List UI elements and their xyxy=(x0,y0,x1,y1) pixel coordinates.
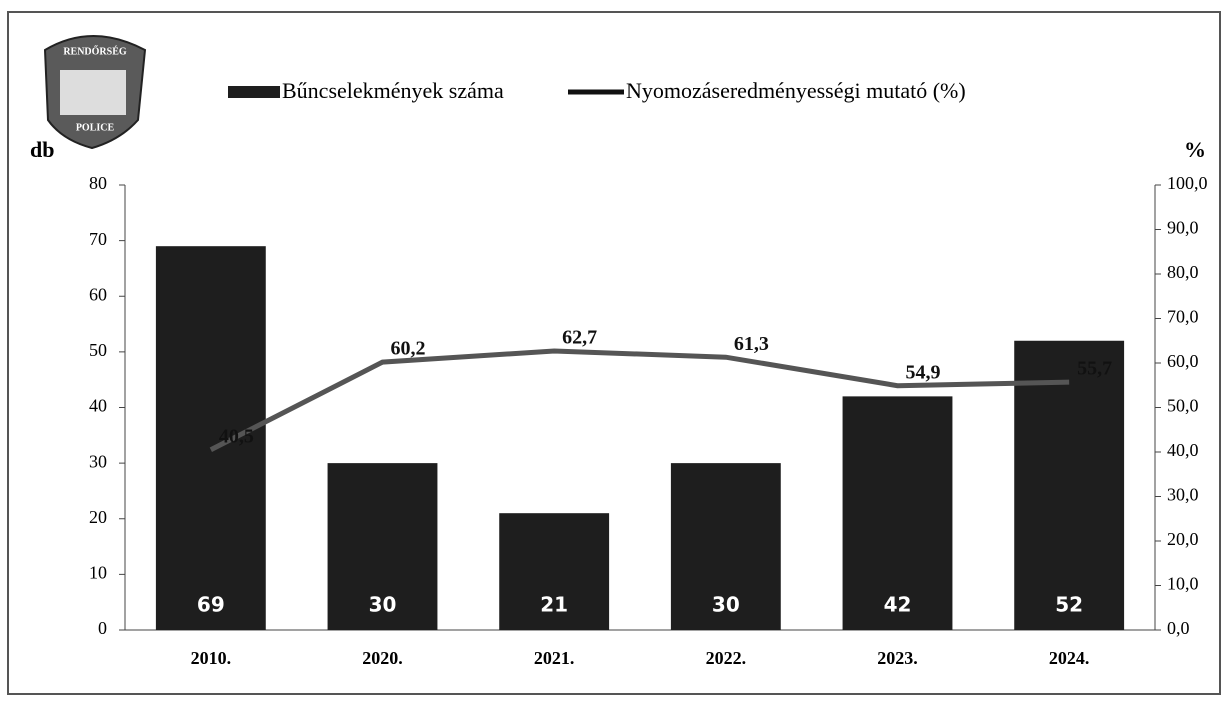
legend-label: Bűncselekmények száma xyxy=(282,78,504,103)
bar-value-label: 30 xyxy=(369,593,397,617)
legend-label: Nyomozáseredményességi mutató (%) xyxy=(626,78,966,103)
x-tick-label: 2010. xyxy=(191,648,232,668)
y2-axis-title: % xyxy=(1184,137,1206,162)
y-axis-title: db xyxy=(30,137,54,162)
line-value-label: 55,7 xyxy=(1077,358,1112,380)
y2-tick-label: 80,0 xyxy=(1167,262,1199,282)
line-value-label: 54,9 xyxy=(906,361,941,383)
y2-tick-label: 10,0 xyxy=(1167,574,1199,594)
y-tick-label: 80 xyxy=(89,173,107,193)
y-tick-label: 60 xyxy=(89,284,107,304)
line-value-label: 62,7 xyxy=(562,327,597,349)
bar-value-label: 30 xyxy=(712,593,740,617)
logo-text: RENDŐRSÉG xyxy=(63,45,127,57)
x-tick-label: 2024. xyxy=(1049,648,1090,668)
legend-swatch xyxy=(228,86,280,98)
logo-emblem xyxy=(60,70,126,115)
y2-tick-label: 50,0 xyxy=(1167,396,1199,416)
line-value-label: 60,2 xyxy=(391,338,426,360)
x-tick-label: 2022. xyxy=(706,648,747,668)
bar-value-label: 42 xyxy=(884,593,912,617)
y2-tick-label: 20,0 xyxy=(1167,529,1199,549)
y-tick-label: 50 xyxy=(89,340,107,360)
logo: RENDŐRSÉG POLICE xyxy=(45,36,145,148)
y-tick-label: 70 xyxy=(89,229,107,249)
bar-value-label: 52 xyxy=(1055,593,1083,617)
line-value-label: 40,5 xyxy=(219,425,254,447)
y2-tick-label: 40,0 xyxy=(1167,440,1199,460)
bar-value-label: 69 xyxy=(197,593,225,617)
x-tick-label: 2021. xyxy=(534,648,575,668)
y2-tick-label: 0,0 xyxy=(1167,618,1190,638)
logo-text: POLICE xyxy=(76,122,115,133)
bar-value-label: 21 xyxy=(540,593,568,617)
y-tick-label: 10 xyxy=(89,563,107,583)
line-value-label: 61,3 xyxy=(734,333,769,355)
y-tick-label: 0 xyxy=(98,618,107,638)
y2-tick-label: 90,0 xyxy=(1167,218,1199,238)
y-tick-label: 30 xyxy=(89,451,107,471)
y2-tick-label: 30,0 xyxy=(1167,485,1199,505)
y2-tick-label: 70,0 xyxy=(1167,307,1199,327)
y-tick-label: 40 xyxy=(89,396,107,416)
x-tick-label: 2020. xyxy=(362,648,403,668)
chart: RENDŐRSÉG POLICE db % 0 10 20 30 40 50 60 70 80 0… xyxy=(0,0,1228,702)
y2-tick-label: 100,0 xyxy=(1167,173,1208,193)
x-tick-label: 2023. xyxy=(877,648,918,668)
y-tick-label: 20 xyxy=(89,507,107,527)
y2-tick-label: 60,0 xyxy=(1167,351,1199,371)
